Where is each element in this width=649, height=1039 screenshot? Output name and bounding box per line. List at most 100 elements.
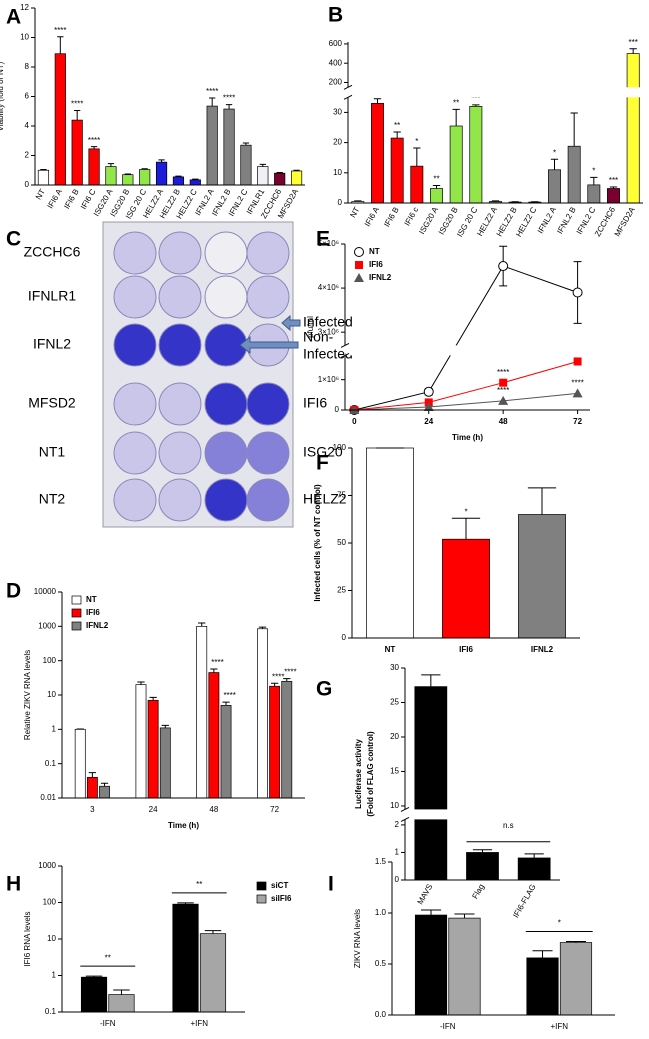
error-bar — [524, 853, 544, 858]
significance: ** — [105, 953, 111, 962]
x-tick-label: 0 — [352, 417, 357, 426]
bar — [518, 514, 566, 639]
error-bar — [354, 200, 362, 202]
x-tick-label: MAVS — [416, 883, 435, 907]
well — [113, 478, 157, 522]
y-tick-label: 1 — [395, 848, 400, 857]
point — [572, 287, 583, 298]
bar — [155, 161, 168, 186]
y-tick-label: 25 — [337, 586, 346, 595]
y-tick-label: 100 — [43, 898, 57, 907]
panel-label: A — [6, 6, 21, 29]
error-bar — [629, 48, 637, 54]
error-bar — [527, 487, 557, 515]
axis-break-gap — [406, 809, 561, 820]
legend-swatch — [71, 621, 82, 631]
y-tick-label: 12 — [20, 3, 29, 12]
y-axis-label: Relative ZIKV RNA levels — [23, 650, 32, 740]
row-label: IFNL2 — [33, 336, 71, 352]
well — [246, 478, 290, 522]
x-axis-label: Time (h) — [452, 433, 483, 442]
row-label: MFSD2 — [28, 395, 76, 411]
x-tick-label: Flag — [470, 883, 486, 901]
error-bar — [454, 913, 475, 919]
x-tick-label: 3 — [90, 805, 95, 814]
x-tick-label: IFI6 B — [62, 188, 80, 211]
error-bar — [393, 131, 401, 139]
panel-label: B — [328, 4, 343, 27]
error-bar — [161, 724, 169, 728]
axis-break — [400, 816, 410, 822]
plate-panel: C ZCCHC6 IFNLR1 IFNL2 MFSD2 NT1 NT2 Infe… — [6, 221, 353, 528]
bar — [290, 170, 303, 186]
bar — [105, 166, 117, 186]
error-bar — [432, 184, 441, 189]
panel-label: D — [6, 580, 21, 603]
error-bar — [107, 163, 115, 167]
well — [204, 275, 248, 319]
bar — [86, 776, 98, 799]
significance: **** — [206, 87, 218, 96]
well — [158, 323, 202, 367]
x-tick-label: -IFN — [440, 1022, 456, 1031]
bar — [567, 145, 581, 204]
x-tick-label: NT — [34, 187, 47, 201]
error-bar — [210, 668, 218, 673]
error-bar — [270, 682, 279, 687]
well — [113, 231, 157, 275]
significance: **** — [54, 26, 66, 35]
error-bar — [57, 36, 64, 54]
point — [499, 378, 508, 387]
error-bar — [590, 176, 598, 185]
legend-label: NT — [86, 595, 97, 604]
error-bar — [259, 163, 266, 167]
bar — [526, 957, 559, 1016]
y-tick-label: 0 — [338, 198, 343, 207]
x-tick-label: IFI6 A — [363, 205, 382, 228]
bar — [257, 166, 269, 186]
error-bar — [40, 169, 47, 171]
y-tick-label: 0 — [395, 875, 400, 884]
error-bar — [113, 989, 130, 995]
bar — [189, 179, 201, 186]
y-axis-label: (Fold of FLAG control) — [366, 731, 375, 817]
bar — [199, 933, 227, 1013]
y-tick-label: 6 — [25, 92, 30, 101]
x-tick-label: IFI6-FLAG — [511, 883, 537, 920]
well — [158, 431, 202, 475]
well — [158, 478, 202, 522]
well — [246, 431, 290, 475]
y-axis-label: Luciferase activity — [354, 739, 363, 809]
row-label: IFNLR1 — [28, 288, 76, 304]
bar — [269, 685, 281, 799]
error-bar — [192, 178, 199, 180]
row-label: NT2 — [39, 491, 66, 507]
bar — [139, 169, 151, 186]
well — [204, 382, 248, 426]
error-bar — [258, 626, 267, 629]
bar — [442, 538, 490, 639]
bar — [122, 174, 134, 186]
error-bar — [421, 674, 441, 687]
y-axis-label: ZIKV RNA levels — [353, 909, 362, 968]
error-bar — [451, 517, 481, 540]
x-tick-label: -IFN — [100, 1019, 116, 1028]
legend-label: IFI6 — [369, 260, 383, 269]
right-label: IFI6 — [303, 395, 327, 411]
panel-label: G — [316, 678, 332, 701]
bar — [54, 53, 66, 186]
line — [354, 360, 578, 411]
y-tick-label: 4 — [25, 121, 30, 130]
y-tick-label: 1 — [52, 971, 57, 980]
y-tick-label: 30 — [333, 108, 342, 117]
y-tick-label: 10 — [47, 690, 56, 699]
point — [498, 395, 509, 405]
well — [113, 382, 157, 426]
significance: * — [415, 137, 418, 146]
bar — [37, 169, 50, 186]
x-tick-label: IFNL2 — [531, 645, 554, 654]
bar — [71, 119, 83, 186]
bar — [172, 903, 199, 1013]
error-bar — [100, 782, 109, 787]
